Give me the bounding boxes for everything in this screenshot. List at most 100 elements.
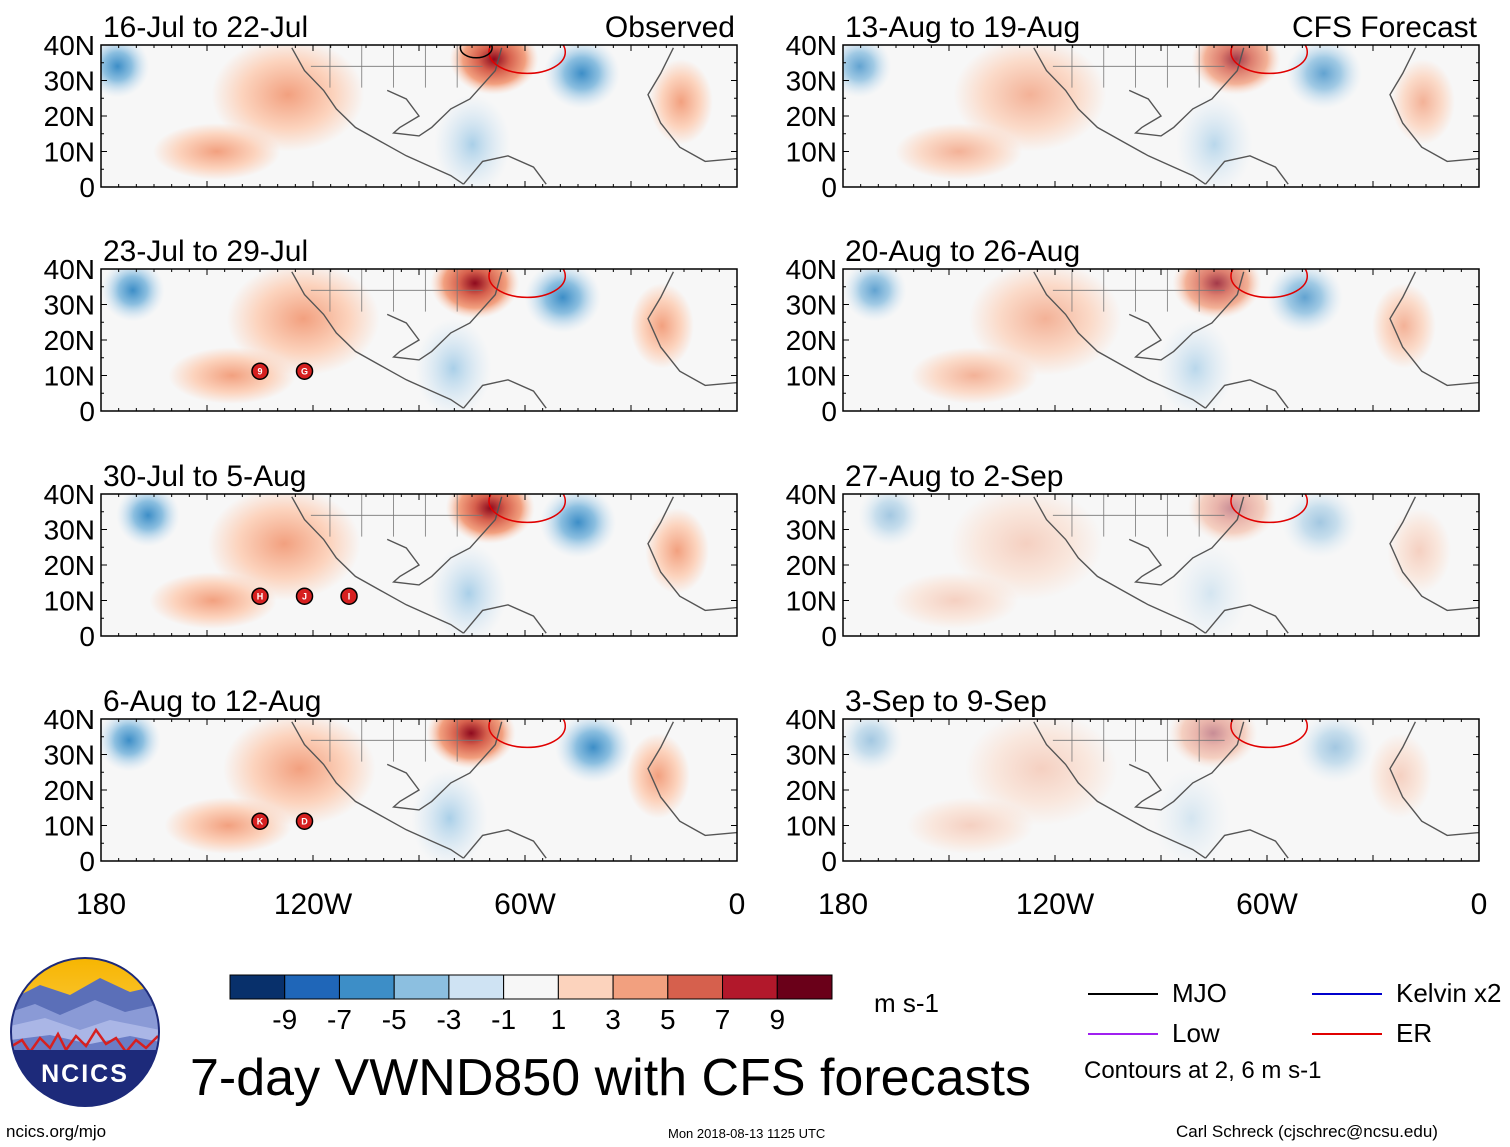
- y-tick-label: 40N: [44, 30, 95, 61]
- coastline: [462, 155, 547, 185]
- ncics-logo: NCICS: [10, 957, 160, 1107]
- legend-low: Low: [1088, 1018, 1220, 1049]
- storm-label: J: [302, 592, 307, 602]
- coastline: [1204, 604, 1289, 634]
- colorbar-label: -3: [436, 1004, 462, 1035]
- coastline: [462, 379, 547, 409]
- y-tick-label: 0: [79, 846, 95, 877]
- anomaly-blob: [895, 123, 1023, 180]
- storm-icon: [295, 812, 314, 830]
- anomaly-blob: [1172, 269, 1262, 319]
- coastline: [386, 271, 503, 361]
- x-tick-label: 120W: [274, 888, 353, 921]
- panel-observed-3: K D 40N 30N 20N 10N 0 6-Aug to 12-Aug: [44, 685, 738, 877]
- coastline: [1033, 47, 1206, 185]
- y-tick-label: 20N: [44, 775, 95, 806]
- anomaly-blob: [1372, 283, 1436, 369]
- anomaly-blob: [101, 45, 150, 98]
- storm-marker-D: D: [295, 812, 314, 830]
- anomaly-blob: [1281, 494, 1359, 558]
- legend-kelvin-line: [1312, 992, 1382, 995]
- coastline: [386, 47, 503, 137]
- colorbar-segment: [503, 974, 559, 1000]
- anomaly-blob: [153, 123, 281, 180]
- coastline: [1128, 47, 1245, 137]
- anomaly-blob: [101, 269, 165, 322]
- y-tick-label: 20N: [786, 101, 837, 132]
- y-tick-label: 20N: [44, 550, 95, 581]
- anomaly-blob: [524, 269, 601, 333]
- anomaly-blob: [1157, 318, 1234, 411]
- coastline: [1389, 496, 1479, 612]
- anomaly-blob: [434, 94, 511, 187]
- storm-marker-I: I: [340, 587, 358, 605]
- y-tick-label: 10N: [786, 361, 837, 392]
- y-tick-label: 40N: [44, 704, 95, 735]
- anomaly-blob: [1168, 719, 1258, 769]
- storm-label: K: [257, 817, 264, 827]
- y-tick-label: 0: [821, 396, 837, 427]
- anomaly-field: [101, 45, 737, 187]
- coastline: [1389, 721, 1479, 837]
- colorbar-segment: [448, 974, 505, 1000]
- panel-observed-2: H J I 40N 30N 20N 10N 0 30-Jul to 5-Aug: [44, 460, 738, 652]
- anomaly-field: [843, 269, 1479, 411]
- x-tick-label: 60W: [1236, 888, 1298, 921]
- anomaly-blob: [843, 269, 907, 322]
- er-contour: [488, 269, 567, 299]
- anomaly-blob: [965, 719, 1118, 826]
- anomaly-blob: [426, 719, 516, 769]
- coastline: [1033, 496, 1206, 634]
- legend-mjo-line: [1088, 992, 1158, 995]
- coastline: [1204, 379, 1289, 409]
- panel-period-label: 13-Aug to 19-Aug: [845, 11, 1080, 44]
- legend-mjo: MJO: [1088, 978, 1227, 1009]
- anomaly-blob: [968, 269, 1122, 376]
- colorbar-label: -7: [327, 1004, 352, 1035]
- anomaly-blob: [430, 269, 520, 319]
- coastline: [1389, 271, 1479, 387]
- y-tick-label: 30N: [786, 740, 837, 771]
- y-tick-label: 20N: [44, 325, 95, 356]
- anomaly-blob: [539, 494, 617, 558]
- y-tick-label: 0: [79, 621, 95, 652]
- anomaly-field: [858, 494, 1479, 636]
- storm-label: D: [301, 817, 308, 827]
- coastline: [1033, 721, 1206, 859]
- colorbar-segment: [667, 974, 724, 1000]
- coastline: [647, 271, 737, 387]
- y-tick-label: 40N: [786, 254, 837, 285]
- column-label: CFS Forecast: [1292, 11, 1478, 44]
- y-tick-label: 10N: [786, 811, 837, 842]
- x-tick-label: 0: [1471, 888, 1488, 921]
- anomaly-blob: [101, 719, 161, 772]
- y-tick-label: 30N: [786, 290, 837, 321]
- anomaly-blob: [223, 719, 376, 826]
- anomaly-blob: [445, 494, 535, 544]
- anomaly-blob: [1266, 269, 1343, 333]
- colorbar-label: -9: [272, 1004, 298, 1035]
- anomaly-field: [116, 494, 737, 636]
- coastline: [386, 496, 503, 586]
- anomaly-blob: [543, 45, 620, 109]
- coastline: [291, 47, 464, 185]
- y-tick-label: 40N: [786, 479, 837, 510]
- panel-period-label: 23-Jul to 29-Jul: [103, 235, 308, 268]
- anomaly-blob: [1297, 719, 1374, 783]
- legend-low-label: Low: [1172, 1018, 1220, 1048]
- panel-observed-1: 9 G 40N 30N 20N 10N 0 23-Jul to 29-Jul: [44, 235, 738, 427]
- y-tick-label: 0: [821, 172, 837, 203]
- storm-icon: [251, 587, 269, 605]
- y-tick-label: 0: [79, 172, 95, 203]
- panel-period-label: 3-Sep to 9-Sep: [845, 685, 1047, 718]
- colorbar-segment: [229, 974, 286, 1000]
- anomaly-blob: [226, 269, 380, 376]
- y-tick-label: 20N: [44, 101, 95, 132]
- anomaly-blob: [953, 45, 1107, 152]
- panel-forecast-2: 40N 30N 20N 10N 0 27-Aug to 2-Sep: [786, 460, 1480, 652]
- panel-period-label: 16-Jul to 22-Jul: [103, 11, 308, 44]
- anomaly-field: [843, 45, 1479, 187]
- storm-icon: [251, 812, 269, 830]
- column-label: Observed: [605, 11, 735, 44]
